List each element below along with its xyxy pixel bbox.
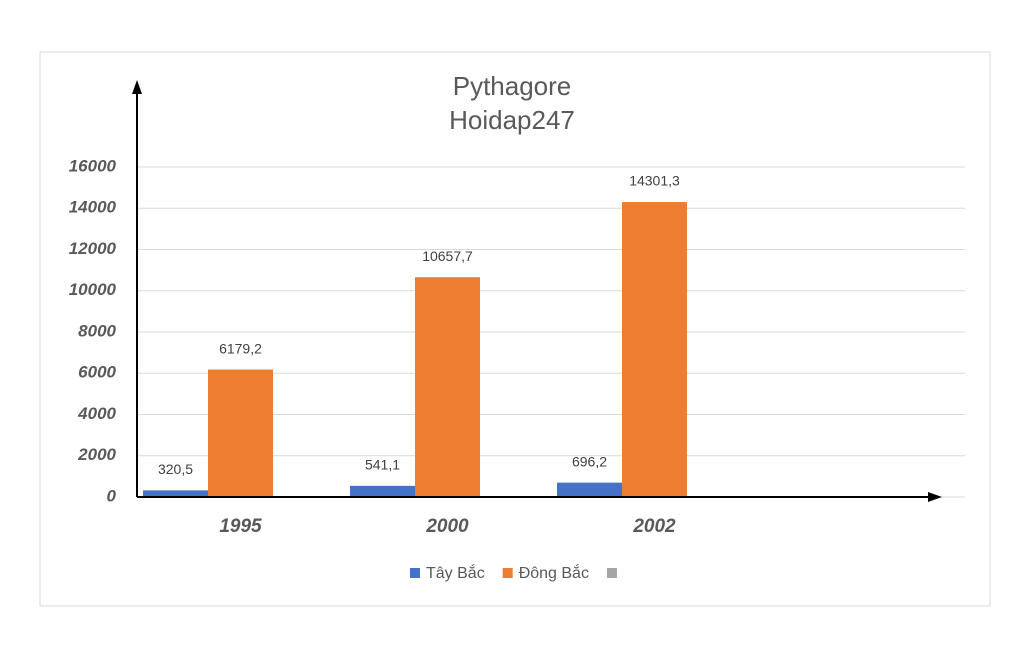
data-label: 10657,7 [422,248,473,264]
bar [208,369,273,497]
y-axis-arrow [132,80,142,94]
data-label: 320,5 [158,461,193,477]
y-tick-label: 14000 [69,198,117,217]
bar [350,485,415,497]
data-label: 696,2 [572,453,607,469]
x-tick-label: 1995 [219,516,262,537]
chart-title: Pythagore [453,71,572,101]
legend-marker [502,568,513,578]
y-tick-label: 12000 [69,239,117,258]
bar [557,482,622,497]
chart-frame [39,51,991,607]
y-tick-label: 4000 [77,404,116,423]
legend-label: Đông Bắc [519,563,589,582]
legend-marker [410,568,420,578]
data-label: 6179,2 [219,340,262,356]
chart-subtitle: Hoidap247 [449,105,575,135]
data-label: 541,1 [365,457,400,473]
x-tick-label: 2000 [425,516,469,537]
bar [143,490,208,497]
y-tick-label: 0 [107,486,117,505]
y-tick-label: 6000 [78,363,116,382]
x-axis-arrow [928,492,942,502]
x-tick-label: 2002 [632,516,676,537]
y-tick-label: 10000 [69,280,117,299]
y-tick-label: 8000 [78,321,116,340]
legend-label: Tây Bắc [426,563,485,582]
bar [622,202,687,497]
data-label: 14301,3 [629,173,680,189]
y-tick-label: 2000 [77,445,116,464]
legend: Tây Bắc Đông Bắc [410,563,617,582]
legend-marker [606,568,617,578]
bar [415,277,480,497]
y-tick-label: 16000 [69,156,117,175]
